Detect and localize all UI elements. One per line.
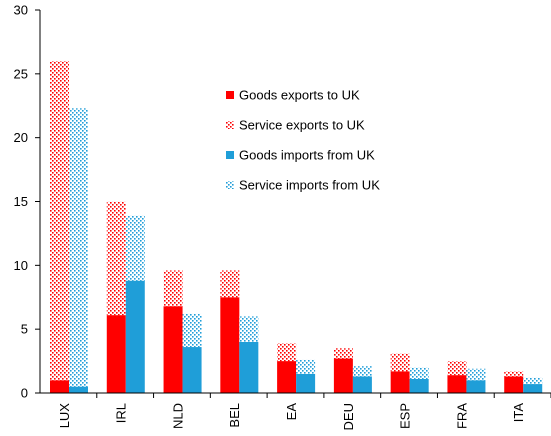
bar-lux-service-exports-to-uk	[50, 61, 69, 381]
bar-bel-service-imports-from-uk	[239, 316, 259, 342]
bar-fra-goods-imports-from-uk	[466, 380, 486, 393]
y-tick-label-25: 25	[14, 66, 28, 81]
bar-ita-goods-imports-from-uk	[523, 384, 543, 393]
x-category-label-ea: EA	[284, 403, 299, 421]
bar-irl-goods-imports-from-uk	[125, 280, 145, 393]
bar-deu-service-exports-to-uk	[333, 348, 353, 359]
y-tick-label-10: 10	[14, 258, 28, 273]
legend-label-goods-exports-to-uk: Goods exports to UK	[239, 88, 360, 103]
legend-swatch-goods-imports-from-uk	[226, 151, 234, 159]
bar-irl-goods-exports-to-uk	[106, 315, 126, 393]
bar-bel-service-exports-to-uk	[220, 270, 240, 298]
legend-label-service-exports-to-uk: Service exports to UK	[239, 118, 365, 133]
y-tick-label-30: 30	[14, 3, 28, 18]
bar-fra-goods-exports-to-uk	[447, 375, 467, 393]
bar-fra-service-exports-to-uk	[447, 361, 467, 376]
legend: Goods exports to UK Service exports to UK…	[226, 88, 380, 193]
bar-deu-service-imports-from-uk	[352, 366, 372, 377]
x-category-label-lux: LUX	[57, 403, 72, 429]
bar-ea-goods-imports-from-uk	[296, 373, 316, 393]
bar-nld-goods-imports-from-uk	[182, 347, 202, 393]
x-category-label-deu: DEU	[341, 403, 356, 430]
y-tick-label-0: 0	[21, 386, 28, 401]
y-tick-label-15: 15	[14, 194, 28, 209]
x-category-label-fra: FRA	[454, 403, 469, 429]
bar-esp-service-exports-to-uk	[390, 353, 410, 372]
bar-deu-goods-imports-from-uk	[352, 376, 372, 393]
legend-label-service-imports-from-uk: Service imports from UK	[239, 178, 380, 193]
bar-lux-goods-imports-from-uk	[69, 386, 88, 393]
x-category-label-irl: IRL	[114, 403, 129, 423]
bar-ita-service-exports-to-uk	[504, 371, 524, 377]
bar-nld-goods-exports-to-uk	[163, 306, 183, 393]
x-category-label-bel: BEL	[227, 403, 242, 428]
axes-layer: 0 5 10 15 20 25 30 LUX IRL NLD BEL EA DEU ESP FRA ITA	[14, 3, 551, 430]
bar-fra-service-imports-from-uk	[466, 368, 486, 381]
legend-label-goods-imports-from-uk: Goods imports from UK	[239, 148, 375, 163]
x-category-label-nld: NLD	[170, 403, 185, 429]
bar-nld-service-exports-to-uk	[163, 270, 183, 307]
bar-esp-service-imports-from-uk	[409, 367, 429, 379]
bar-ea-service-exports-to-uk	[277, 343, 297, 362]
bar-ea-service-imports-from-uk	[296, 359, 316, 374]
bar-bel-goods-exports-to-uk	[220, 297, 240, 393]
x-category-label-ita: ITA	[511, 403, 526, 423]
x-category-label-esp: ESP	[398, 403, 413, 429]
bar-ita-goods-exports-to-uk	[504, 376, 524, 393]
bar-esp-goods-exports-to-uk	[390, 371, 410, 393]
legend-swatch-goods-exports-to-uk	[226, 91, 234, 99]
bars-layer	[50, 61, 543, 393]
legend-swatch-service-imports-from-uk	[226, 181, 234, 189]
bar-lux-service-imports-from-uk	[69, 108, 88, 387]
bar-deu-goods-exports-to-uk	[333, 358, 353, 393]
bar-ea-goods-exports-to-uk	[277, 361, 297, 393]
bar-lux-goods-exports-to-uk	[50, 380, 69, 393]
y-tick-label-5: 5	[21, 322, 28, 337]
bar-bel-goods-imports-from-uk	[239, 341, 259, 393]
bar-irl-service-exports-to-uk	[106, 201, 126, 316]
bar-ita-service-imports-from-uk	[523, 377, 543, 385]
bar-esp-goods-imports-from-uk	[409, 378, 429, 393]
y-tick-label-20: 20	[14, 130, 28, 145]
legend-swatch-service-exports-to-uk	[226, 121, 234, 129]
bar-irl-service-imports-from-uk	[125, 215, 145, 281]
bar-nld-service-imports-from-uk	[182, 313, 202, 348]
